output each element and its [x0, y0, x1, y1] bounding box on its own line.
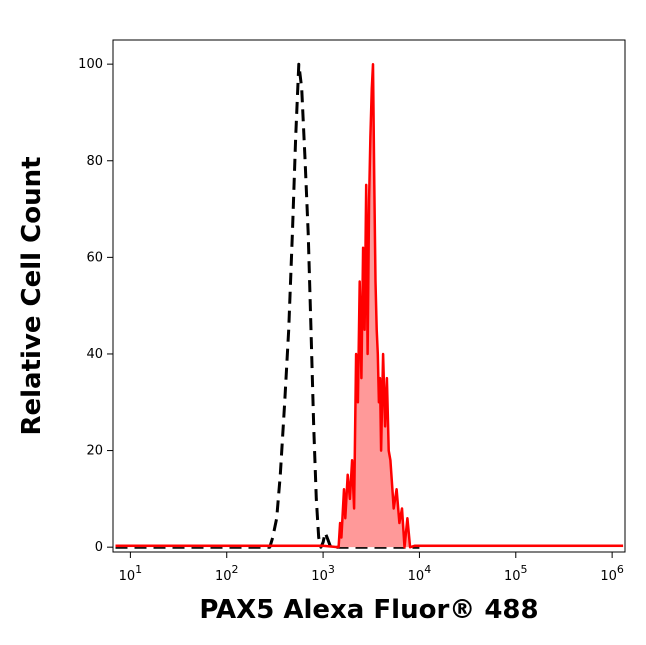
tick-exponent: 1 [135, 563, 142, 576]
tick-exponent: 6 [617, 563, 624, 576]
tick-base: 10 [119, 569, 136, 584]
x-tick-label: 106 [600, 563, 624, 584]
tick-base: 10 [311, 569, 328, 584]
tick-base: 10 [408, 569, 425, 584]
y-tick-label: 0 [95, 540, 103, 555]
x-tick-label: 103 [311, 563, 335, 584]
plot-frame [112, 39, 626, 553]
tick-base: 10 [504, 569, 521, 584]
x-tick-label: 105 [504, 563, 528, 584]
x-tick-label: 102 [215, 563, 239, 584]
tick-base: 10 [600, 569, 617, 584]
x-axis-title: PAX5 Alexa Fluor® 488 [199, 595, 538, 625]
y-tick-label: 100 [78, 57, 103, 72]
y-tick-label: 20 [86, 444, 103, 459]
tick-base: 10 [215, 569, 232, 584]
tick-exponent: 2 [232, 563, 239, 576]
y-tick-label: 80 [86, 154, 103, 169]
line [115, 62, 420, 549]
tick-exponent: 3 [328, 563, 335, 576]
y-tick-label: 40 [86, 347, 103, 362]
x-tick-label: 101 [119, 563, 143, 584]
y-axis-title: Relative Cell Count [17, 156, 47, 435]
x-tick-label: 104 [408, 563, 432, 584]
tick-exponent: 5 [521, 563, 528, 576]
y-tick-label: 60 [86, 250, 103, 265]
tick-exponent: 4 [424, 563, 431, 576]
line [115, 62, 624, 549]
